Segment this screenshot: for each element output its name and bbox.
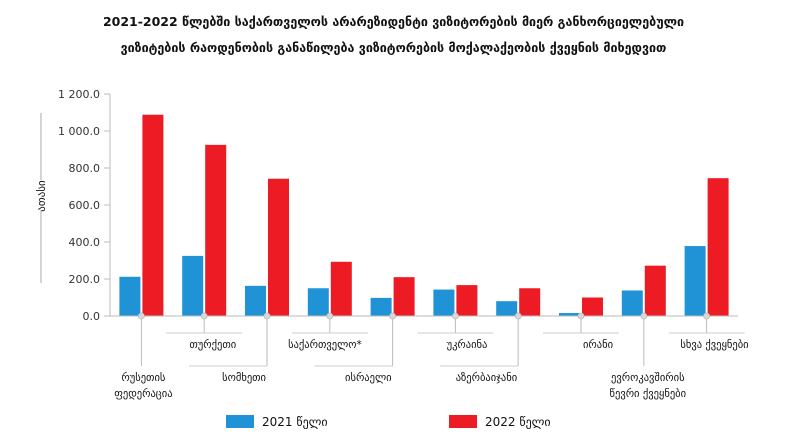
y-tick-label: 400.0 — [69, 236, 101, 249]
x-category-label: უკრაინა — [447, 339, 488, 351]
bars — [119, 114, 729, 316]
y-tick-label: 1 200.0 — [58, 88, 100, 101]
bar-2021-4 — [370, 297, 392, 316]
bar-2021-2 — [245, 285, 266, 316]
legend: 2021 წელი 2022 წელი — [226, 415, 551, 429]
bar-2021-1 — [182, 255, 204, 316]
x-category-label: ევროკავშირის — [611, 372, 685, 384]
bar-2022-6 — [519, 288, 541, 316]
x-category-label: თურქეთი — [189, 339, 236, 351]
y-axis-label-group: ათასი — [35, 113, 48, 283]
legend-label-2022: 2022 წელი — [485, 415, 551, 429]
x-category-label: წევრი ქვეყნები — [610, 388, 687, 400]
x-tick-dot — [389, 312, 397, 320]
x-tick-dot — [514, 312, 522, 320]
bar-2021-0 — [119, 276, 141, 316]
y-tick-label: 1 000.0 — [58, 125, 100, 138]
x-category-label: ისრაელი — [345, 372, 392, 384]
x-tick-dot — [200, 312, 208, 320]
x-category-label: სომხეთი — [222, 372, 266, 384]
bar-2022-4 — [393, 277, 415, 316]
x-category-label: სხვა ქვეყნები — [680, 339, 748, 351]
bar-2022-1 — [205, 144, 227, 316]
y-tick-label: 200.0 — [69, 273, 101, 286]
legend-swatch-2022 — [449, 415, 477, 428]
bar-2021-8 — [621, 290, 643, 316]
x-category-label: საქართველო* — [288, 339, 362, 351]
y-axis: 0.0 200.0 400.0 600.0 800.0 1 000.0 1 200.0 — [58, 88, 111, 323]
bar-2022-5 — [456, 285, 478, 316]
bar-2022-9 — [707, 178, 729, 316]
bar-2021-6 — [496, 301, 518, 316]
x-tick-dot — [263, 312, 271, 320]
bar-2021-5 — [433, 289, 455, 316]
y-tick-label: 800.0 — [69, 162, 101, 175]
x-tick-dot — [326, 312, 334, 320]
x-category-label: ირანი — [583, 339, 613, 351]
bar-2022-7 — [582, 297, 603, 316]
bar-2021-7 — [559, 313, 580, 316]
x-tick-dot — [137, 312, 145, 320]
x-category-label: რუსეთის — [121, 372, 165, 384]
y-tick-label: 600.0 — [69, 199, 101, 212]
bar-2022-0 — [142, 114, 164, 316]
bar-2021-3 — [307, 288, 329, 316]
chart-title: 2021-2022 წლებში საქართველოს არარეზიდენტ… — [103, 14, 684, 55]
x-tick-dot — [640, 312, 648, 320]
x-tick-dot — [577, 312, 585, 320]
bar-2022-8 — [644, 265, 666, 316]
x-tick-dot — [703, 312, 710, 320]
legend-swatch-2021 — [226, 415, 254, 428]
bar-2022-2 — [268, 178, 289, 316]
bar-2022-3 — [330, 261, 352, 316]
chart-title-line-2: ვიზიტების რაოდენობის განაწილება ვიზიტორე… — [121, 40, 667, 55]
x-axis: რუსეთის ფედერაცია თურქეთი სომხეთი საქართველო… — [110, 312, 749, 400]
chart-title-line-1: 2021-2022 წლებში საქართველოს არარეზიდენტ… — [103, 14, 684, 29]
y-axis-label: ათასი — [35, 180, 48, 212]
x-tick-dot — [451, 312, 459, 320]
x-category-label: აზერბაიჯანი — [456, 372, 518, 384]
x-category-label: ფედერაცია — [114, 388, 172, 400]
y-tick-label: 0.0 — [83, 310, 101, 323]
legend-label-2021: 2021 წელი — [262, 415, 328, 429]
bar-2021-9 — [684, 246, 706, 316]
